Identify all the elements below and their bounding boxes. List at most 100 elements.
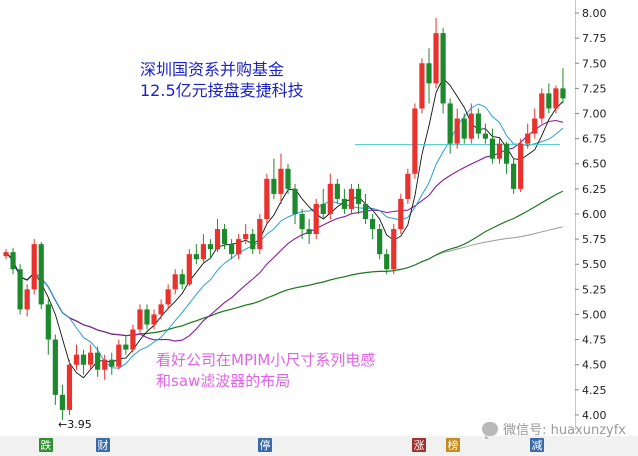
axis-tick-label: 7.50 bbox=[582, 57, 607, 70]
candle-body bbox=[236, 239, 242, 255]
candle-body bbox=[362, 203, 369, 219]
candle-body bbox=[59, 394, 65, 410]
candle-body bbox=[553, 88, 559, 109]
candle-body bbox=[419, 63, 425, 109]
candle-body bbox=[10, 252, 16, 270]
annotation-outlook-line-1: 看好公司在MPIM小尺寸系列电感 bbox=[156, 351, 376, 369]
candle-body bbox=[292, 188, 298, 214]
candle-body bbox=[313, 203, 319, 235]
candle-body bbox=[426, 63, 432, 84]
candle-body bbox=[24, 289, 30, 310]
candle-body bbox=[31, 244, 37, 290]
candle-body bbox=[398, 198, 404, 230]
axis-tick-label: 4.25 bbox=[582, 384, 607, 397]
candle-body bbox=[158, 304, 164, 315]
candle-body bbox=[377, 229, 383, 255]
candle-body bbox=[306, 229, 312, 235]
candle-body bbox=[207, 244, 214, 250]
candle-body bbox=[109, 359, 115, 367]
candle-body bbox=[264, 178, 270, 219]
candle-body bbox=[38, 244, 44, 305]
candle-body bbox=[503, 143, 510, 164]
axis-tick-label: 6.50 bbox=[582, 158, 607, 171]
axis-tick-label: 5.25 bbox=[582, 283, 607, 296]
candle-body bbox=[355, 188, 362, 204]
candle-body bbox=[539, 93, 545, 119]
candle-body bbox=[73, 354, 80, 365]
event-marker-badge bbox=[446, 438, 460, 452]
event-marker-label: 财 bbox=[98, 438, 109, 452]
candle-body bbox=[137, 309, 143, 330]
candle-body bbox=[186, 254, 192, 285]
price-axis: 8.00 7.75 7.50 7.25 7.00 6.75 6.50 6.25 6.00 5.75… bbox=[575, 0, 607, 430]
axis-tick-label: 8.00 bbox=[582, 7, 607, 20]
candle-body bbox=[391, 229, 397, 270]
candle-body bbox=[179, 274, 185, 285]
candle-body bbox=[17, 269, 23, 310]
candle-body bbox=[546, 93, 552, 109]
candle-body bbox=[116, 344, 122, 367]
annotation-outlook-line-2: 和saw滤波器的布局 bbox=[156, 372, 291, 390]
candle-body bbox=[271, 178, 277, 194]
candle-body bbox=[454, 118, 460, 144]
candle-body bbox=[200, 244, 206, 260]
candle-body bbox=[151, 314, 157, 325]
event-marker-badge bbox=[96, 438, 110, 452]
annotation-fund-line-2: 12.5亿元接盘麦捷科技 bbox=[140, 81, 304, 100]
event-marker-label: 跌 bbox=[41, 438, 52, 452]
candle-body bbox=[80, 354, 87, 365]
axis-tick-label: 5.75 bbox=[582, 233, 607, 246]
candle-body bbox=[511, 163, 517, 189]
candle-body bbox=[278, 168, 284, 194]
event-marker-badge bbox=[258, 438, 272, 452]
candle-body bbox=[88, 352, 94, 365]
candle-body bbox=[384, 254, 390, 270]
event-marker-badge bbox=[412, 438, 426, 452]
candle-body bbox=[172, 274, 178, 290]
event-strip-background bbox=[0, 436, 638, 456]
axis-tick-label: 5.00 bbox=[582, 308, 607, 321]
event-marker-badge bbox=[530, 438, 544, 452]
candle-body bbox=[130, 329, 136, 350]
candle-body bbox=[320, 203, 326, 214]
axis-tick-label: 5.50 bbox=[582, 258, 607, 271]
axis-tick-label: 6.25 bbox=[582, 183, 607, 196]
axis-tick-label: 7.25 bbox=[582, 82, 607, 95]
ma60-line bbox=[5, 190, 564, 337]
candle-body bbox=[52, 339, 58, 395]
candle-body bbox=[348, 188, 355, 209]
candle-body bbox=[3, 252, 9, 257]
candle-body bbox=[165, 289, 171, 305]
wechat-watermark: 微信号: huaxunzyfx bbox=[482, 419, 626, 439]
candle-body bbox=[468, 113, 474, 139]
candle-body bbox=[560, 88, 566, 99]
candle-body bbox=[405, 173, 411, 199]
event-marker-label: 涨 bbox=[414, 439, 425, 452]
candle-body bbox=[447, 103, 453, 144]
candle-body bbox=[496, 143, 503, 159]
candle-body bbox=[144, 309, 150, 325]
axis-tick-label: 4.75 bbox=[582, 334, 607, 347]
candle-body bbox=[370, 219, 376, 230]
axis-tick-label: 6.75 bbox=[582, 133, 607, 146]
axis-tick-label: 7.75 bbox=[582, 32, 607, 45]
candle-body bbox=[66, 364, 73, 410]
candle-body bbox=[482, 133, 488, 139]
candle-body bbox=[243, 234, 249, 240]
watermark-text: 微信号: huaxunzyfx bbox=[503, 423, 626, 438]
axis-tick-label: 4.50 bbox=[582, 359, 607, 372]
ma20-line bbox=[5, 119, 564, 342]
candle-body bbox=[412, 108, 418, 174]
candle-body bbox=[475, 113, 481, 134]
candle-body bbox=[341, 198, 347, 209]
event-marker-strip: 跌财停涨榜减 bbox=[0, 436, 638, 456]
ma120-line bbox=[5, 226, 564, 337]
candle-body bbox=[193, 254, 199, 260]
candle-body bbox=[95, 352, 101, 370]
candle-body bbox=[299, 213, 305, 230]
axis-tick-label: 4.00 bbox=[582, 409, 607, 422]
event-marker-label: 榜 bbox=[448, 438, 459, 452]
candle-body bbox=[334, 183, 340, 199]
event-marker-label: 停 bbox=[260, 438, 271, 452]
candle-body bbox=[45, 304, 51, 340]
